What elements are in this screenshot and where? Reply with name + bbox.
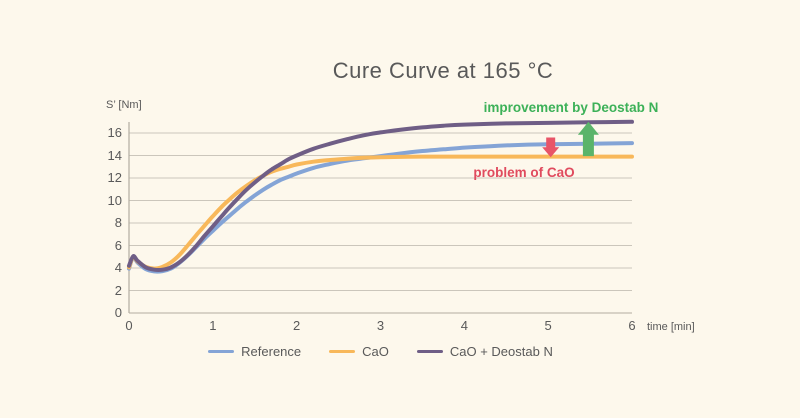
- legend-item-cao: CaO: [329, 344, 389, 359]
- y-tick-label: 12: [107, 170, 122, 185]
- legend-item-cao-deostab-n: CaO + Deostab N: [416, 343, 553, 359]
- chart-legend: Reference CaO CaO + Deostab N: [129, 342, 632, 360]
- legend-item-reference: Reference: [208, 344, 301, 359]
- x-tick-label: 2: [293, 318, 301, 333]
- legend-swatch: [329, 349, 356, 353]
- legend-swatch: [208, 349, 235, 353]
- down-arrow-icon: [542, 137, 560, 158]
- legend-label: CaO + Deostab N: [449, 343, 553, 359]
- x-tick-label: 5: [544, 318, 552, 333]
- y-tick-label: 4: [114, 260, 122, 275]
- series-line-cao-deostab-n: [127, 119, 634, 272]
- y-tick-label: 0: [114, 305, 122, 320]
- y-tick-label: 14: [107, 147, 122, 163]
- annotation-improvement-text: improvement by Deostab N: [483, 100, 659, 115]
- x-tick-label: 4: [460, 318, 468, 333]
- y-tick-label: 6: [114, 237, 122, 253]
- series-line-reference: [127, 141, 634, 274]
- legend-swatch: [416, 349, 443, 353]
- y-tick-label: 16: [107, 125, 122, 140]
- y-tick-label: 10: [107, 192, 122, 208]
- x-tick-label: 3: [376, 318, 385, 333]
- y-axis-label: S’ [Nm]: [106, 99, 142, 111]
- legend-label: Reference: [241, 343, 302, 359]
- annotation-problem-text: problem of CaO: [473, 165, 575, 180]
- x-tick-label: 1: [209, 318, 217, 333]
- legend-label: CaO: [362, 343, 389, 359]
- x-tick-label: 0: [125, 318, 133, 333]
- x-tick-label: 6: [628, 318, 636, 333]
- y-tick-label: 8: [114, 215, 122, 230]
- up-arrow-icon: [577, 121, 599, 157]
- x-axis-label: time [min]: [647, 321, 695, 333]
- y-tick-label: 2: [114, 282, 122, 298]
- chart-title: Cure Curve at 165 °C: [332, 58, 554, 83]
